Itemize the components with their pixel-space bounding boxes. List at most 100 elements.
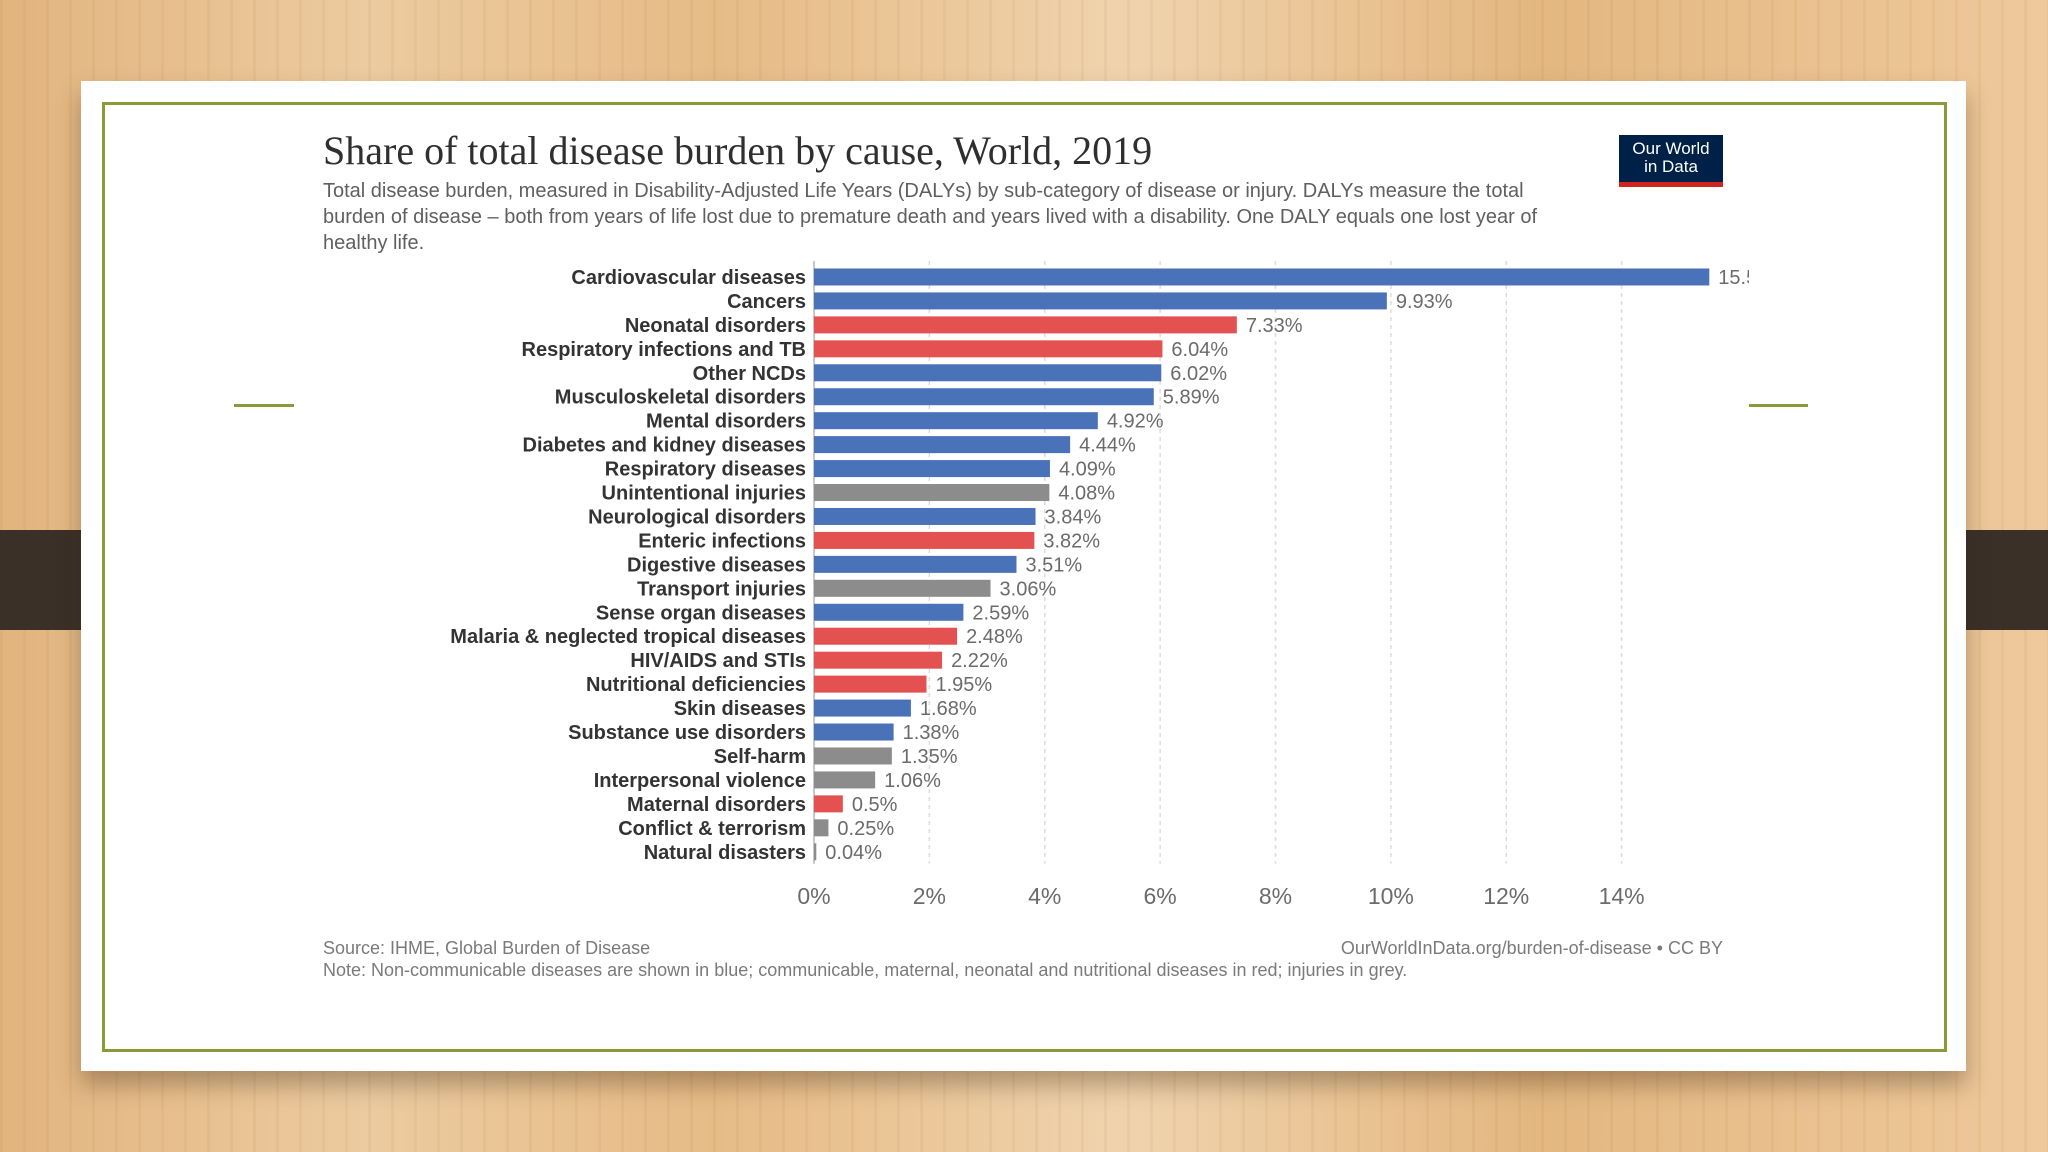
chart-subtitle: Total disease burden, measured in Disabi… [323, 180, 1538, 254]
value-label: 7.33% [1246, 315, 1303, 337]
category-label: Respiratory infections and TB [522, 339, 807, 361]
bar [814, 292, 1387, 310]
value-label: 1.95% [935, 674, 992, 696]
category-label: Nutritional deficiencies [586, 674, 806, 696]
value-label: 15.52% [1718, 267, 1749, 289]
value-label: 5.89% [1163, 387, 1220, 409]
value-label: 2.22% [951, 650, 1008, 672]
value-label: 1.68% [920, 698, 977, 720]
bar [814, 388, 1154, 406]
category-label: Natural disasters [644, 842, 806, 864]
value-label: 6.02% [1170, 363, 1227, 385]
value-label: 6.04% [1171, 339, 1228, 361]
value-label: 2.48% [966, 626, 1023, 648]
chart-card: Share of total disease burden by cause, … [297, 115, 1749, 1005]
value-label: 4.92% [1107, 411, 1164, 433]
bar [814, 340, 1163, 358]
decorative-line-left [234, 404, 294, 407]
bar [814, 843, 817, 861]
value-label: 1.38% [903, 722, 960, 744]
bar [814, 603, 964, 621]
bar [814, 316, 1237, 334]
note-text: Note: Non-communicable diseases are show… [323, 960, 1408, 980]
category-label: Musculoskeletal disorders [555, 387, 806, 409]
x-tick-label: 14% [1599, 883, 1645, 909]
bar [814, 819, 829, 837]
category-label: Diabetes and kidney diseases [523, 435, 806, 457]
owid-logo[interactable]: Our World in Data [1619, 135, 1723, 187]
logo-line-1: Our World [1632, 139, 1710, 158]
category-label: Mental disorders [646, 411, 806, 433]
bar [814, 771, 876, 789]
bar [814, 531, 1035, 549]
value-label: 0.25% [837, 818, 894, 840]
value-label: 1.06% [884, 770, 941, 792]
bar [814, 364, 1162, 382]
value-label: 4.09% [1059, 459, 1116, 481]
x-tick-label: 2% [913, 883, 946, 909]
source-url-link[interactable]: OurWorldInData.org/burden-of-disease • C… [1340, 938, 1723, 958]
bar [814, 651, 943, 669]
category-label: Digestive diseases [627, 554, 806, 576]
category-label: Maternal disorders [627, 794, 806, 816]
category-label: Neurological disorders [588, 506, 806, 528]
bar [814, 675, 927, 693]
category-label: Other NCDs [693, 363, 806, 385]
value-label: 3.51% [1025, 554, 1082, 576]
decorative-line-right [1748, 404, 1808, 407]
source-text: Source: IHME, Global Burden of Disease [323, 938, 651, 958]
value-label: 9.93% [1396, 291, 1453, 313]
value-label: 0.04% [825, 842, 882, 864]
category-label: Transport injuries [637, 578, 806, 600]
category-label: Skin diseases [674, 698, 806, 720]
slide-frame [102, 102, 1947, 1052]
category-label: Sense organ diseases [596, 602, 806, 624]
x-tick-label: 6% [1144, 883, 1177, 909]
category-label: HIV/AIDS and STIs [630, 650, 806, 672]
bar-chart: Cardiovascular diseases 15.52% Cancers 9.93… [450, 261, 1749, 909]
x-tick-label: 4% [1028, 883, 1061, 909]
category-label: Neonatal disorders [625, 315, 806, 337]
x-axis-ticks: 0% 2% 4% 6% 8% 10% 12% 14% [797, 883, 1644, 909]
bar [814, 268, 1710, 286]
bar [814, 579, 991, 597]
category-label: Respiratory diseases [605, 459, 806, 481]
category-label: Interpersonal violence [594, 770, 806, 792]
value-label: 0.5% [852, 794, 898, 816]
bar [814, 723, 894, 741]
bar [814, 555, 1017, 573]
category-label: Substance use disorders [568, 722, 806, 744]
bar [814, 412, 1098, 430]
bar [814, 436, 1071, 454]
x-tick-label: 0% [797, 883, 830, 909]
bar [814, 795, 843, 813]
value-label: 4.44% [1079, 435, 1136, 457]
bar [814, 460, 1050, 478]
value-label: 4.08% [1058, 483, 1115, 505]
category-label: Enteric infections [638, 530, 806, 552]
value-label: 2.59% [972, 602, 1029, 624]
bar [814, 627, 958, 645]
value-label: 3.06% [1000, 578, 1057, 600]
value-label: 3.84% [1045, 506, 1102, 528]
label-layer: Cardiovascular diseases 15.52% Cancers 9.93… [450, 267, 1749, 864]
bar [814, 699, 911, 717]
category-label: Self-harm [714, 746, 806, 768]
chart-title: Share of total disease burden by cause, … [323, 128, 1153, 173]
category-label: Malaria & neglected tropical diseases [450, 626, 806, 648]
x-tick-label: 10% [1368, 883, 1414, 909]
bar [814, 507, 1036, 525]
bar [814, 484, 1050, 502]
slide: Share of total disease burden by cause, … [81, 81, 1966, 1071]
category-label: Conflict & terrorism [618, 818, 806, 840]
category-label: Cardiovascular diseases [571, 267, 806, 289]
category-label: Cancers [727, 291, 806, 313]
category-label: Unintentional injuries [602, 483, 806, 505]
x-tick-label: 12% [1483, 883, 1529, 909]
value-label: 3.82% [1043, 530, 1100, 552]
value-label: 1.35% [901, 746, 958, 768]
bar-layer [814, 268, 1710, 861]
x-tick-label: 8% [1259, 883, 1292, 909]
logo-line-2: in Data [1644, 157, 1698, 176]
bar [814, 747, 892, 765]
